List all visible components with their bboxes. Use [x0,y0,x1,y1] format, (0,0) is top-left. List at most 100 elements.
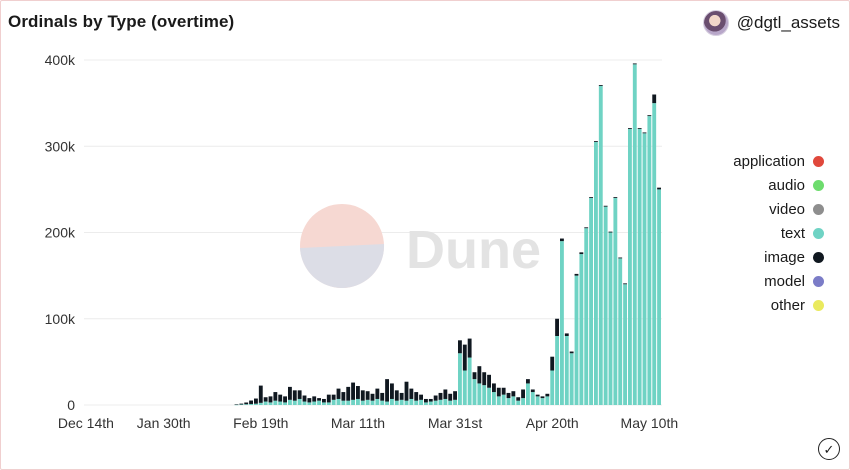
bar-text [254,403,258,405]
legend: application audio video text image model other [733,152,824,314]
bar-image [326,394,331,403]
legend-label: audio [768,176,805,194]
legend-swatch [813,155,824,167]
bar-image [365,391,370,400]
bar-image [613,197,618,198]
bar-text [302,401,307,405]
bar-text [288,399,292,405]
bar-image [258,385,263,403]
bar-text [458,353,462,405]
bar-text [647,116,652,405]
legend-swatch [813,299,824,311]
legend-item-video[interactable]: video [769,200,824,218]
bar-text [589,198,593,405]
bar-image [550,356,555,371]
bar-text [399,399,404,405]
bar-text [375,398,380,405]
bar-image [360,390,365,401]
bar-text [603,206,608,405]
bar-image [637,128,642,129]
bar-image [385,379,389,402]
bar-text [424,402,428,405]
bar-image [288,386,292,400]
bar-text [628,129,632,405]
legend-item-text[interactable]: text [781,224,824,242]
bar-image [404,381,409,401]
bar-image [438,392,443,400]
bar-image [428,398,433,402]
bar-text [618,258,623,405]
bar-text [535,396,540,405]
bar-image [560,238,564,242]
bar-text [487,387,491,405]
bar-text [404,400,409,405]
legend-item-image[interactable]: image [764,248,824,266]
bar-image [564,333,569,336]
bar-text [317,400,321,405]
bar-image [526,379,530,384]
bar-image [341,392,346,401]
bar-image [399,392,404,400]
bar-image [419,394,423,400]
bar-text [564,336,569,405]
bar-image [530,389,535,393]
bar-image [317,398,321,401]
checkmark-circle-icon[interactable]: ✓ [818,438,840,460]
bar-text [530,392,535,405]
author-badge[interactable]: @dgtl_assets [702,10,840,36]
legend-item-audio[interactable]: audio [768,176,824,194]
x-tick-label: Mar 11th [331,415,385,431]
legend-item-model[interactable]: model [764,272,824,290]
bar-text [569,353,574,405]
bar-image [496,387,501,397]
bar-text [560,241,564,405]
legend-item-other[interactable]: other [771,296,824,314]
bar-image [555,318,559,336]
bar-image [380,392,385,401]
watermark-logo-shade [300,244,385,289]
bar-image [492,383,496,393]
bar-text [312,401,317,405]
author-username[interactable]: @dgtl_assets [736,13,840,32]
bar-text [492,392,496,405]
bar-text [623,284,627,405]
bar-text [652,103,657,405]
bar-image [482,372,487,386]
bar-image [462,344,467,371]
legend-swatch [813,203,824,215]
legend-item-application[interactable]: application [733,152,824,170]
legend-swatch [813,227,824,239]
y-tick-label: 300k [45,138,76,154]
bar-text [632,64,637,405]
bar-text [642,133,647,405]
x-tick-label: Mar 31st [428,415,483,431]
bar-text [390,398,394,405]
bar-image [331,394,336,400]
bar-image [234,404,239,405]
bar-text [283,402,287,405]
bar-text [380,400,385,405]
bar-text [263,401,268,405]
bar-text [307,402,312,405]
bar-text [249,403,253,405]
bar-text [482,385,487,405]
bar-image [268,396,273,403]
bar-text [394,400,399,405]
bar-image [598,85,603,86]
y-tick-label: 100k [45,311,76,327]
legend-label: application [733,152,805,170]
bar-image [642,132,647,134]
bar-text [511,396,516,405]
bar-text [438,399,443,405]
bar-image [584,227,589,229]
bar-image [467,338,472,358]
bar-image [628,128,632,129]
bar-text [584,228,589,405]
bar-text [433,400,438,405]
bar-image [409,388,414,399]
bar-image [351,382,355,400]
bar-text [239,404,244,405]
bar-image [511,391,516,397]
bar-text [657,189,661,405]
